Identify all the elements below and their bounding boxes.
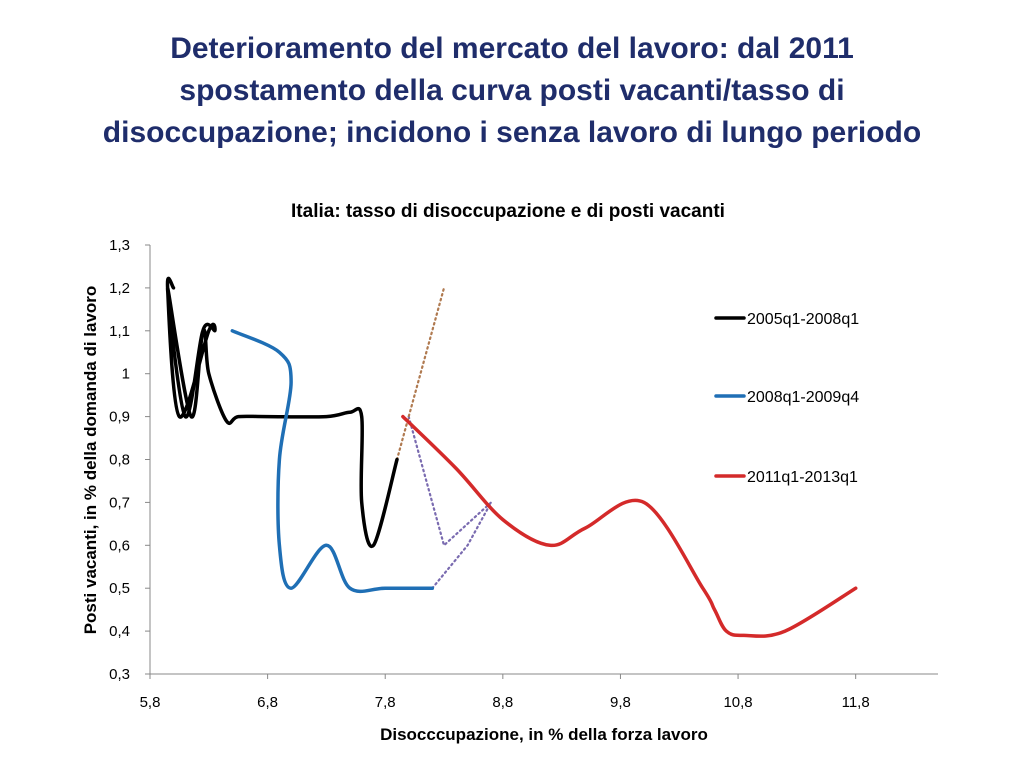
chart-title: Italia: tasso di disoccupazione e di pos…: [291, 201, 725, 222]
legend: 2005q1-2008q1 2008q1-2009q4 2011q1-2013q1: [714, 311, 859, 486]
x-tick-label: 9,8: [610, 694, 631, 711]
legend-label: 2011q1-2013q1: [747, 469, 858, 486]
slide-title: Deterioramento del mercato del lavoro: d…: [20, 28, 1004, 154]
series-line-2008q1-2009q4: [230, 329, 435, 594]
x-tick-label: 8,8: [492, 694, 513, 711]
x-tick-label: 10,8: [723, 694, 752, 711]
x-tick-label: 11,8: [842, 694, 870, 711]
y-tick-label: 0,6: [109, 537, 130, 554]
x-axis-title: Disocccupazione, in % della forza lavoro: [380, 725, 708, 744]
y-tick-label: 1,2: [109, 280, 130, 297]
y-tick-label: 0,9: [109, 409, 130, 426]
x-tick-label: 7,8: [375, 694, 396, 711]
series-line-connector-brown: [395, 286, 446, 461]
axes: 0,3 0,4 0,5 0,6 0,7 0,8 0,9 1 1,1 1,2 1,3 5,8 6,8 7,8…: [109, 237, 938, 711]
y-tick-label: 0,5: [109, 580, 130, 597]
series-line-2011q1-2013q1: [401, 414, 858, 638]
x-tick-label: 6,8: [257, 694, 278, 711]
y-tick-label: 0,8: [109, 452, 130, 469]
slide-title-line-2: spostamento della curva posti vacanti/ta…: [179, 74, 845, 107]
y-tick-label: 1: [122, 366, 130, 383]
y-tick-label: 0,4: [109, 623, 130, 640]
slide-title-line-3: disoccupazione; incidono i senza lavoro …: [102, 116, 922, 149]
legend-label: 2008q1-2009q4: [747, 389, 859, 406]
y-tick-label: 1,3: [109, 237, 130, 254]
series-layer: [165, 276, 858, 638]
y-tick-label: 0,7: [109, 494, 130, 511]
y-tick-label: 1,1: [109, 323, 130, 340]
series-line-connector-purple: [407, 415, 493, 590]
y-tick-label: 0,3: [109, 666, 130, 683]
y-axis-title: Posti vacanti, in % della domanda di lav…: [81, 286, 100, 635]
series-line-2005q1-2008q1: [165, 276, 399, 549]
x-tick-label: 5,8: [140, 694, 161, 711]
slide-title-line-1: Deterioramento del mercato del lavoro: d…: [170, 32, 854, 65]
legend-label: 2005q1-2008q1: [747, 311, 859, 328]
